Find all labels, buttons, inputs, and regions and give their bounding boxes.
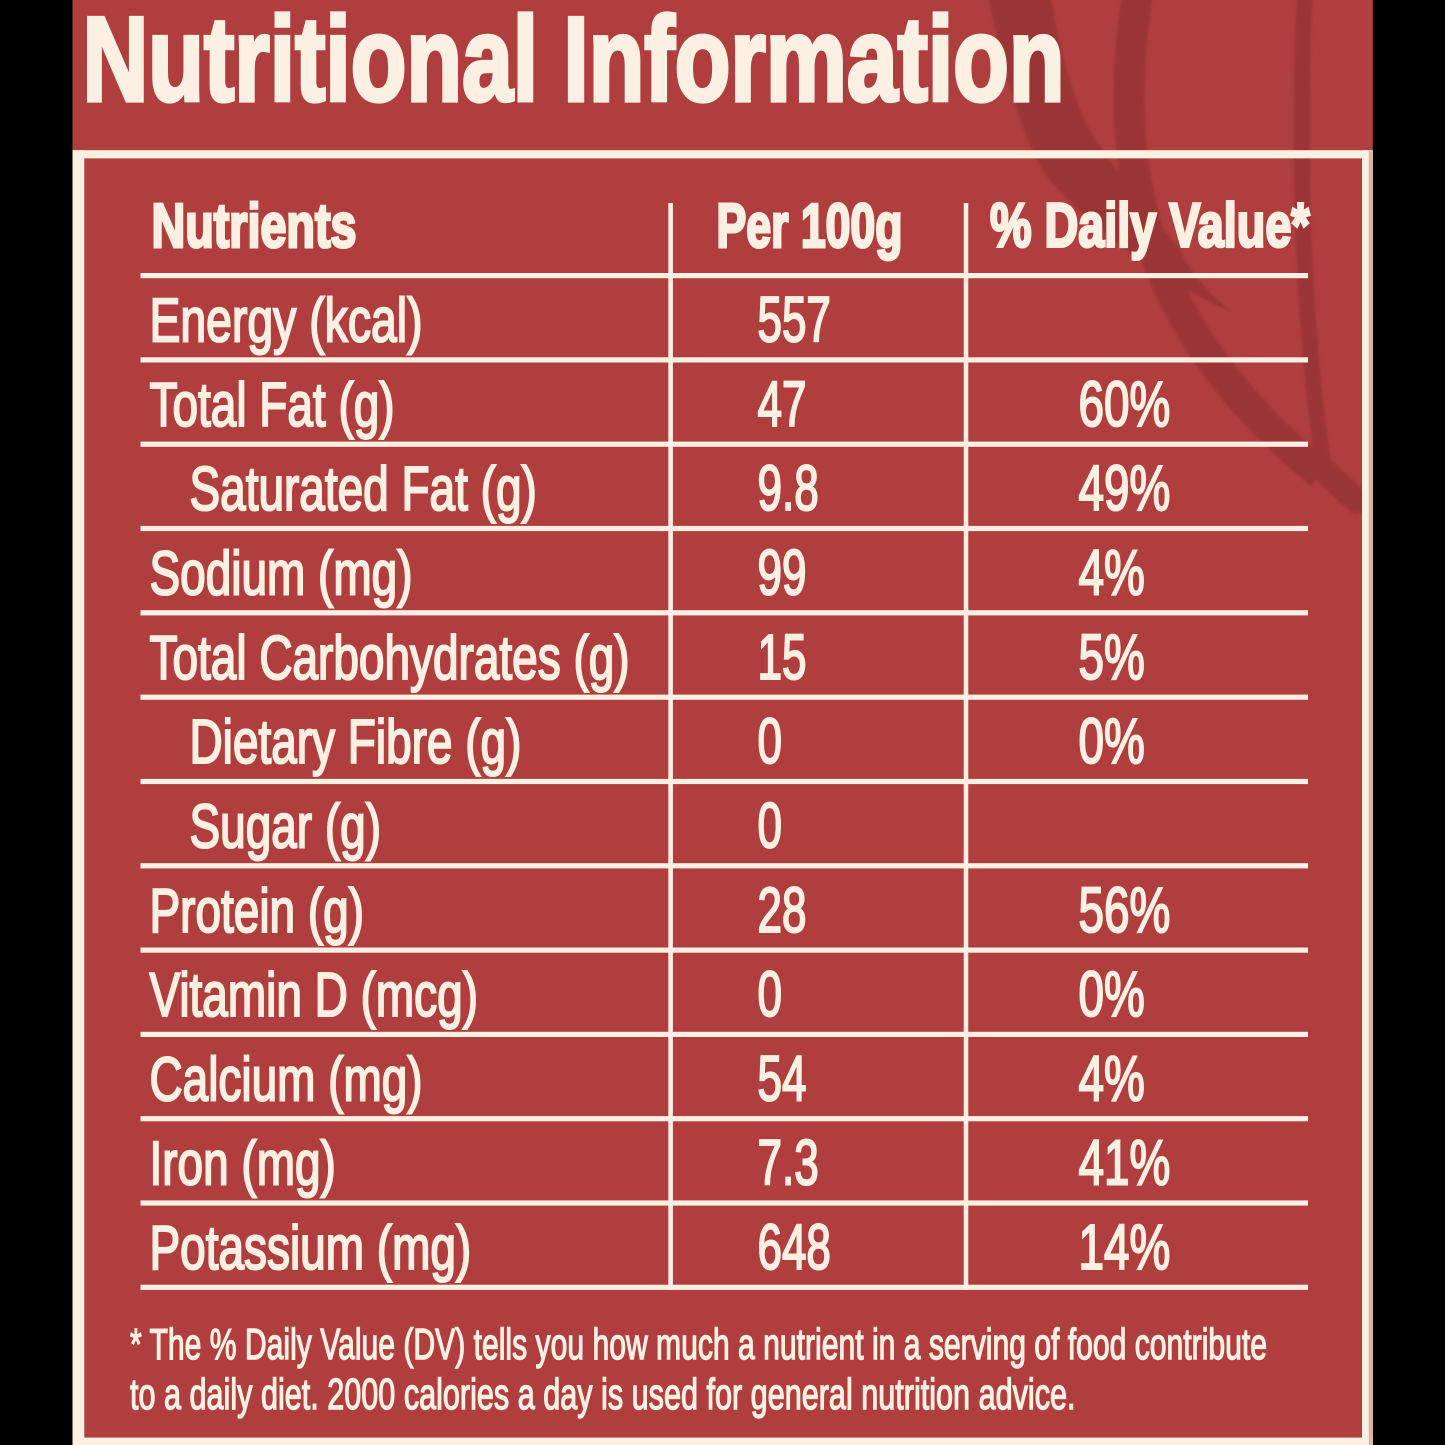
svg-text:0: 0 (758, 789, 783, 861)
svg-text:to a daily diet. 2000 calories: to a daily diet. 2000 calories a day is … (130, 1371, 1076, 1419)
svg-text:49%: 49% (1079, 452, 1171, 524)
svg-text:41%: 41% (1079, 1127, 1171, 1199)
svg-text:648: 648 (758, 1211, 831, 1283)
svg-text:Dietary Fibre (g): Dietary Fibre (g) (190, 708, 522, 777)
svg-text:56%: 56% (1079, 874, 1171, 946)
svg-text:99: 99 (758, 537, 807, 609)
svg-text:0%: 0% (1079, 705, 1145, 777)
svg-text:Saturated Fat (g): Saturated Fat (g) (190, 455, 537, 524)
svg-text:% Daily Value*: % Daily Value* (990, 192, 1310, 261)
svg-text:14%: 14% (1079, 1211, 1171, 1283)
svg-text:Calcium (mg): Calcium (mg) (150, 1045, 423, 1114)
svg-text:Nutritional Information: Nutritional Information (83, 0, 1065, 126)
svg-text:47: 47 (758, 368, 807, 440)
svg-text:557: 557 (758, 284, 831, 356)
svg-text:Potassium (mg): Potassium (mg) (150, 1214, 472, 1283)
svg-text:5%: 5% (1079, 621, 1145, 693)
svg-text:Nutrients: Nutrients (152, 192, 357, 261)
svg-text:0%: 0% (1079, 958, 1145, 1030)
svg-text:Total Carbohydrates (g): Total Carbohydrates (g) (150, 624, 630, 693)
svg-text:* The % Daily Value (DV) tells: * The % Daily Value (DV) tells you how m… (130, 1321, 1267, 1369)
svg-text:7.3: 7.3 (758, 1127, 819, 1199)
svg-text:4%: 4% (1079, 537, 1145, 609)
svg-text:0: 0 (758, 705, 783, 777)
svg-text:54: 54 (758, 1042, 807, 1114)
svg-text:Vitamin D (mcg): Vitamin D (mcg) (150, 961, 479, 1030)
svg-text:Protein (g): Protein (g) (150, 877, 365, 946)
svg-text:15: 15 (758, 621, 807, 693)
svg-text:0: 0 (758, 958, 783, 1030)
svg-text:Per 100g: Per 100g (717, 192, 903, 261)
svg-text:28: 28 (758, 874, 807, 946)
svg-text:4%: 4% (1079, 1042, 1145, 1114)
svg-text:9.8: 9.8 (758, 452, 819, 524)
svg-text:Iron (mg): Iron (mg) (150, 1130, 336, 1199)
svg-text:Sugar (g): Sugar (g) (190, 792, 382, 861)
svg-text:Total Fat (g): Total Fat (g) (150, 371, 395, 440)
svg-text:Energy (kcal): Energy (kcal) (150, 287, 423, 356)
svg-text:Sodium (mg): Sodium (mg) (150, 540, 413, 609)
svg-text:60%: 60% (1079, 368, 1171, 440)
